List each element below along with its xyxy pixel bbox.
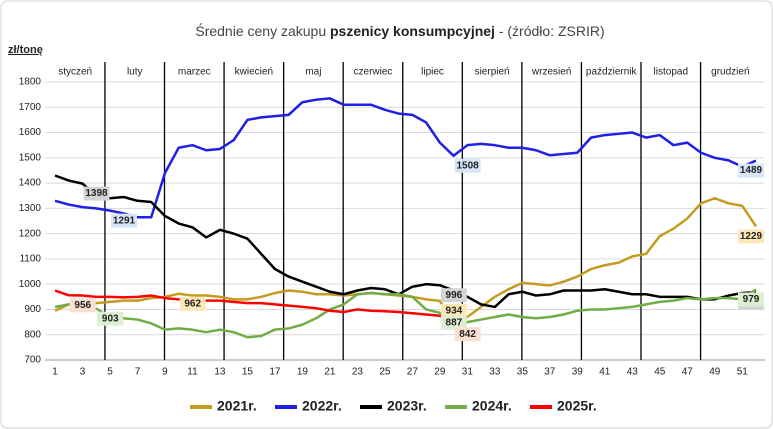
legend-label: 2023r. bbox=[387, 398, 427, 414]
month-label: sierpień bbox=[475, 67, 510, 78]
data-label-box bbox=[83, 186, 110, 201]
x-tick-label: 23 bbox=[352, 367, 364, 378]
x-tick-label: 9 bbox=[162, 367, 168, 378]
title-part: Średnie ceny zakupu bbox=[195, 22, 330, 39]
data-label-box bbox=[179, 296, 206, 311]
x-tick-label: 5 bbox=[107, 367, 113, 378]
x-tick-label: 15 bbox=[242, 367, 254, 378]
data-label-box bbox=[440, 315, 467, 330]
data-label-box bbox=[69, 298, 96, 313]
y-tick-label: 700 bbox=[24, 355, 41, 366]
data-label: 1229 bbox=[740, 231, 763, 242]
title-part: pszenicy konsumpcyjnej bbox=[330, 23, 495, 39]
data-label: 842 bbox=[459, 329, 476, 340]
series-line bbox=[54, 174, 757, 309]
x-tick-label: 41 bbox=[599, 367, 611, 378]
data-label-box bbox=[454, 158, 481, 173]
data-label-box bbox=[110, 213, 137, 228]
data-label-box bbox=[738, 292, 764, 307]
y-tick-label: 900 bbox=[24, 304, 41, 315]
title-part: - (źródło: ZSRIR) bbox=[495, 23, 605, 39]
data-label-box bbox=[440, 303, 467, 318]
y-tick-label: 1600 bbox=[19, 127, 42, 138]
y-tick-label: 1200 bbox=[19, 228, 42, 239]
x-tick-label: 45 bbox=[654, 367, 666, 378]
data-label: 979 bbox=[743, 294, 760, 305]
x-tick-label: 1 bbox=[52, 367, 58, 378]
x-tick-label: 21 bbox=[324, 367, 336, 378]
y-tick-label: 1500 bbox=[19, 152, 42, 163]
month-label: lipiec bbox=[421, 67, 444, 78]
series-line bbox=[54, 97, 757, 219]
y-tick-label: 1800 bbox=[19, 77, 42, 88]
x-tick-label: 3 bbox=[80, 367, 86, 378]
legend-label: 2024r. bbox=[472, 398, 512, 414]
y-tick-label: 1000 bbox=[19, 279, 42, 290]
legend-label: 2021r. bbox=[217, 398, 257, 414]
data-label: 1291 bbox=[113, 215, 136, 226]
x-tick-label: 13 bbox=[214, 367, 226, 378]
chart-title: Średnie ceny zakupu pszenicy konsumpcyjn… bbox=[195, 22, 604, 39]
x-tick-label: 7 bbox=[135, 367, 141, 378]
data-label-box bbox=[738, 163, 764, 178]
x-tick-label: 47 bbox=[682, 367, 694, 378]
month-label: październik bbox=[586, 67, 638, 78]
x-tick-label: 37 bbox=[544, 367, 556, 378]
legend-label: 2025r. bbox=[557, 398, 597, 414]
x-tick-label: 43 bbox=[627, 367, 639, 378]
data-label-box bbox=[440, 288, 467, 303]
y-tick-label: 800 bbox=[24, 329, 41, 340]
x-tick-label: 49 bbox=[709, 367, 721, 378]
x-tick-label: 31 bbox=[462, 367, 474, 378]
month-label: grudzień bbox=[711, 67, 749, 78]
x-tick-label: 29 bbox=[434, 367, 446, 378]
month-label: marzec bbox=[178, 67, 211, 78]
y-tick-label: 1400 bbox=[19, 178, 42, 189]
x-tick-label: 39 bbox=[572, 367, 584, 378]
y-axis-label: zł/tonę bbox=[8, 44, 43, 56]
data-label-box bbox=[454, 327, 481, 342]
y-tick-label: 1700 bbox=[19, 102, 42, 113]
x-tick-label: 17 bbox=[269, 367, 281, 378]
month-label: czerwiec bbox=[354, 67, 393, 78]
data-label-box bbox=[97, 311, 124, 326]
data-label: 887 bbox=[446, 317, 463, 328]
data-label: 962 bbox=[184, 298, 201, 309]
month-label: luty bbox=[127, 67, 143, 78]
x-tick-label: 25 bbox=[379, 367, 391, 378]
data-label: 1508 bbox=[456, 160, 479, 171]
series-line bbox=[54, 289, 455, 326]
x-tick-label: 51 bbox=[737, 367, 749, 378]
x-tick-label: 27 bbox=[407, 367, 419, 378]
x-tick-label: 35 bbox=[517, 367, 529, 378]
month-label: maj bbox=[305, 67, 321, 78]
data-label-box bbox=[738, 229, 764, 244]
data-label: 956 bbox=[74, 300, 91, 311]
month-label: kwiecień bbox=[235, 67, 273, 78]
data-label: 1398 bbox=[85, 188, 108, 199]
month-label: listopad bbox=[654, 67, 688, 78]
x-tick-label: 11 bbox=[187, 367, 198, 378]
month-label: wrzesień bbox=[531, 67, 571, 78]
x-tick-label: 33 bbox=[489, 367, 501, 378]
x-tick-label: 19 bbox=[297, 367, 309, 378]
data-label: 934 bbox=[446, 306, 463, 317]
series-line bbox=[54, 288, 757, 339]
data-label: 1489 bbox=[740, 165, 763, 176]
legend-label: 2022r. bbox=[302, 398, 342, 414]
y-tick-label: 1100 bbox=[19, 254, 41, 265]
data-label: 996 bbox=[446, 290, 463, 301]
month-label: styczeń bbox=[58, 67, 92, 78]
data-label: 903 bbox=[102, 313, 119, 324]
y-tick-label: 1300 bbox=[19, 203, 42, 214]
